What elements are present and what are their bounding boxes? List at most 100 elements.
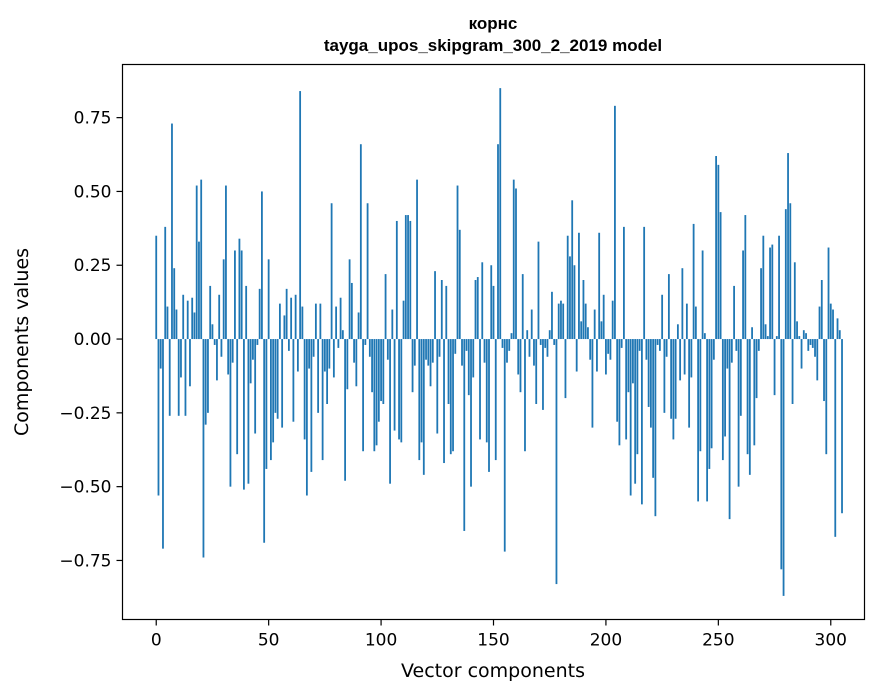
bar-296 <box>820 280 823 340</box>
bar-43 <box>252 339 254 360</box>
bar-163 <box>521 274 524 340</box>
bar-295 <box>818 306 821 340</box>
bar-115 <box>413 339 416 366</box>
bar-233 <box>679 339 682 381</box>
bar-246 <box>708 339 711 469</box>
bar-213 <box>634 339 637 484</box>
bar-277 <box>778 235 780 340</box>
bar-248 <box>712 339 715 360</box>
bar-282 <box>789 203 792 340</box>
bar-31 <box>225 185 227 340</box>
bar-102 <box>384 274 387 340</box>
bar-152 <box>497 144 499 340</box>
bar-210 <box>627 339 630 393</box>
bar-239 <box>692 223 695 340</box>
bar-96 <box>371 339 373 393</box>
bar-244 <box>703 333 706 340</box>
bar-287 <box>800 339 803 369</box>
bar-168 <box>533 339 535 366</box>
bar-179 <box>557 303 560 340</box>
bar-167 <box>530 309 533 340</box>
bar-270 <box>762 235 765 340</box>
bar-105 <box>391 309 394 340</box>
y-tick-label-1: −0.50 <box>59 478 111 498</box>
bar-25 <box>211 324 214 340</box>
bar-258 <box>735 339 738 351</box>
bar-28 <box>218 294 221 340</box>
bar-63 <box>296 339 299 372</box>
bar-147 <box>485 339 488 443</box>
x-axis-ticks: 0 50 100 150 200 250 300 <box>151 619 847 651</box>
bar-22 <box>204 339 207 425</box>
bar-208 <box>623 226 625 340</box>
chart-title: корнс <box>469 14 518 33</box>
bar-2 <box>159 339 162 369</box>
bar-215 <box>638 339 641 351</box>
bar-92 <box>362 339 364 452</box>
bar-273 <box>769 247 771 340</box>
bar-161 <box>517 339 520 375</box>
bar-216 <box>641 339 643 505</box>
bar-67 <box>305 339 308 496</box>
bar-175 <box>548 330 551 340</box>
bar-264 <box>748 339 751 475</box>
bar-297 <box>823 339 825 402</box>
bar-93 <box>364 339 367 345</box>
bar-37 <box>238 238 241 340</box>
bar-165 <box>526 330 529 340</box>
bar-111 <box>404 215 407 340</box>
bar-90 <box>357 312 360 340</box>
bar-222 <box>654 339 657 517</box>
bar-272 <box>766 336 769 340</box>
bar-255 <box>728 339 731 520</box>
bar-107 <box>395 220 398 340</box>
bar-172 <box>542 339 544 410</box>
bar-265 <box>751 327 753 340</box>
bar-227 <box>665 339 668 357</box>
bar-60 <box>290 297 293 340</box>
chart-subtitle: tayga_upos_skipgram_300_2_2019 model <box>324 36 662 55</box>
bar-58 <box>285 288 288 340</box>
bar-242 <box>699 339 702 452</box>
bar-123 <box>431 339 434 363</box>
bar-253 <box>724 339 726 437</box>
bar-24 <box>209 285 212 340</box>
bar-160 <box>515 188 517 340</box>
bar-173 <box>544 339 547 348</box>
bar-262 <box>744 215 747 340</box>
bar-51 <box>270 339 272 461</box>
bar-260 <box>739 339 742 416</box>
bar-247 <box>710 339 713 449</box>
bar-48 <box>263 339 266 543</box>
bar-197 <box>598 232 601 340</box>
bar-174 <box>546 339 549 357</box>
bar-182 <box>564 339 567 399</box>
bar-159 <box>512 179 515 340</box>
bar-94 <box>366 203 369 340</box>
bar-198 <box>600 321 603 340</box>
x-tick-label-100: 100 <box>365 631 397 651</box>
bar-176 <box>551 291 553 340</box>
bar-290 <box>807 339 810 351</box>
bar-62 <box>294 294 297 340</box>
y-tick-label-0: −0.75 <box>59 551 111 571</box>
bar-142 <box>474 280 477 340</box>
bar-238 <box>690 339 693 378</box>
bar-138 <box>465 339 468 351</box>
bar-38 <box>240 250 243 340</box>
bar-153 <box>499 88 502 340</box>
bar-220 <box>649 339 652 428</box>
bar-21 <box>202 339 205 558</box>
bar-76 <box>326 339 329 404</box>
bar-140 <box>470 339 472 487</box>
bar-29 <box>220 339 223 357</box>
bar-301 <box>832 309 834 340</box>
bar-18 <box>195 185 198 340</box>
bar-184 <box>569 256 571 340</box>
bar-230 <box>672 339 675 440</box>
bar-305 <box>841 339 843 514</box>
bar-169 <box>535 339 538 404</box>
bar-201 <box>607 339 610 354</box>
bar-234 <box>681 268 684 340</box>
